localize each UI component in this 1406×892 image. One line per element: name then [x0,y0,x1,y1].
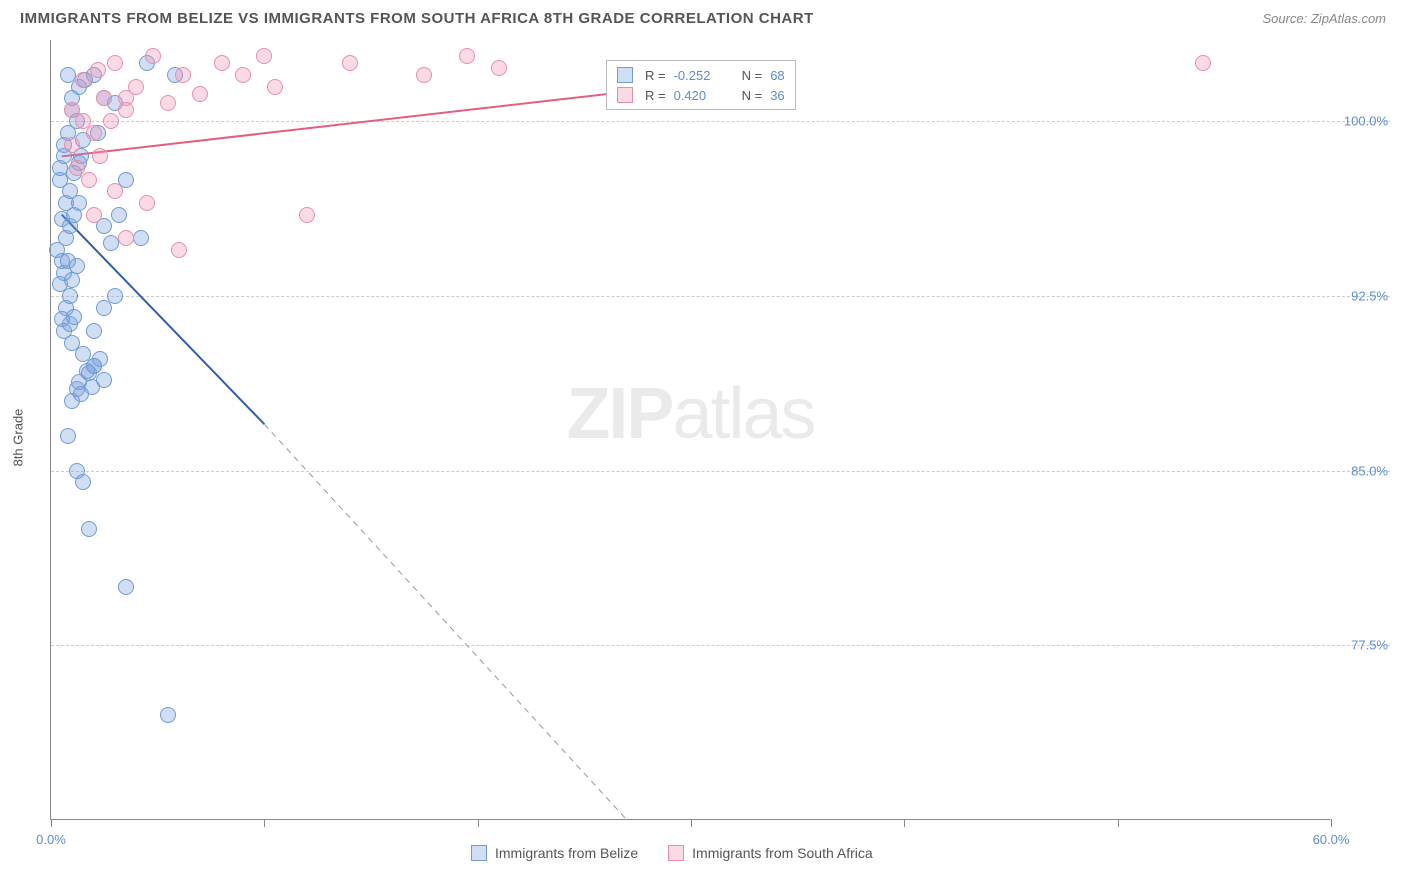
r-label: R = [645,88,666,103]
data-point [267,79,283,95]
data-point [235,67,251,83]
data-point [96,90,112,106]
data-point [171,242,187,258]
data-point [491,60,507,76]
data-point [133,230,149,246]
data-point [71,195,87,211]
n-value: 36 [770,88,784,103]
x-tick-mark [478,819,479,827]
correlation-legend-row: R = 0.420 N = 36 [617,85,785,105]
legend-swatch [617,67,633,83]
data-point [86,207,102,223]
data-point [81,521,97,537]
data-point [81,172,97,188]
y-axis-label: 8th Grade [11,409,26,467]
trend-lines-svg [51,40,1331,820]
data-point [459,48,475,64]
correlation-legend-row: R = -0.252 N = 68 [617,65,785,85]
x-tick-mark [904,819,905,827]
x-tick-mark [691,819,692,827]
data-point [175,67,191,83]
x-tick-mark [1118,819,1119,827]
data-point [69,258,85,274]
data-point [90,62,106,78]
y-tick-label: 85.0% [1351,463,1388,478]
legend-swatch [617,87,633,103]
data-point [64,272,80,288]
data-point [145,48,161,64]
data-point [66,309,82,325]
data-point [118,579,134,595]
series-legend: Immigrants from Belize Immigrants from So… [471,845,873,861]
data-point [118,230,134,246]
x-tick-mark [51,819,52,827]
data-point [64,102,80,118]
y-tick-label: 77.5% [1351,638,1388,653]
data-point [160,95,176,111]
data-point [192,86,208,102]
chart-container: ZIPatlas 77.5%85.0%92.5%100.0%0.0%60.0%R… [50,40,1346,820]
data-point [60,428,76,444]
data-point [64,137,80,153]
grid-line-horizontal [51,471,1390,472]
data-point [107,183,123,199]
data-point [96,372,112,388]
y-tick-label: 92.5% [1351,289,1388,304]
data-point [62,288,78,304]
plot-area: ZIPatlas 77.5%85.0%92.5%100.0%0.0%60.0%R… [50,40,1330,820]
data-point [139,195,155,211]
x-tick-mark [264,819,265,827]
n-value: 68 [770,68,784,83]
grid-line-horizontal [51,296,1390,297]
correlation-legend: R = -0.252 N = 68 R = 0.420 N = 36 [606,60,796,110]
data-point [75,72,91,88]
data-point [342,55,358,71]
r-value: 0.420 [674,88,726,103]
y-tick-label: 100.0% [1344,114,1388,129]
data-point [107,55,123,71]
watermark-bold: ZIP [566,374,672,454]
watermark-rest: atlas [672,374,814,454]
x-tick-label: 0.0% [36,832,66,847]
data-point [75,474,91,490]
chart-title: IMMIGRANTS FROM BELIZE VS IMMIGRANTS FRO… [20,10,814,27]
legend-swatch [668,845,684,861]
watermark: ZIPatlas [566,373,814,455]
grid-line-horizontal [51,121,1390,122]
legend-item: Immigrants from South Africa [668,845,873,861]
n-label: N = [742,68,763,83]
legend-swatch [471,845,487,861]
grid-line-horizontal [51,645,1390,646]
data-point [107,288,123,304]
data-point [92,148,108,164]
data-point [256,48,272,64]
data-point [214,55,230,71]
data-point [103,235,119,251]
data-point [111,207,127,223]
data-point [416,67,432,83]
legend-label: Immigrants from Belize [495,845,638,861]
legend-item: Immigrants from Belize [471,845,638,861]
data-point [86,323,102,339]
data-point [86,125,102,141]
r-value: -0.252 [674,68,726,83]
data-point [1195,55,1211,71]
x-tick-label: 60.0% [1313,832,1350,847]
source-attribution: Source: ZipAtlas.com [1262,11,1386,26]
n-label: N = [742,88,763,103]
r-label: R = [645,68,666,83]
data-point [103,113,119,129]
data-point [118,90,134,106]
legend-label: Immigrants from South Africa [692,845,873,861]
data-point [86,358,102,374]
data-point [299,207,315,223]
data-point [160,707,176,723]
x-tick-mark [1331,819,1332,827]
